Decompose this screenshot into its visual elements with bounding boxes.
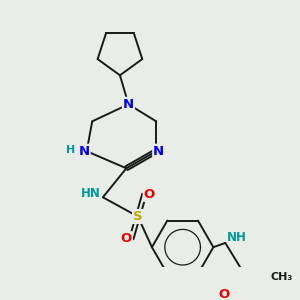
Text: N: N (153, 145, 164, 158)
Text: NH: NH (227, 231, 247, 244)
Text: N: N (79, 145, 90, 158)
Text: N: N (123, 98, 134, 111)
Text: S: S (133, 210, 143, 223)
Text: O: O (121, 232, 132, 245)
Text: CH₃: CH₃ (271, 272, 293, 282)
Text: H: H (66, 146, 75, 155)
Text: O: O (219, 288, 230, 300)
Text: O: O (144, 188, 155, 201)
Text: HN: HN (81, 188, 101, 200)
